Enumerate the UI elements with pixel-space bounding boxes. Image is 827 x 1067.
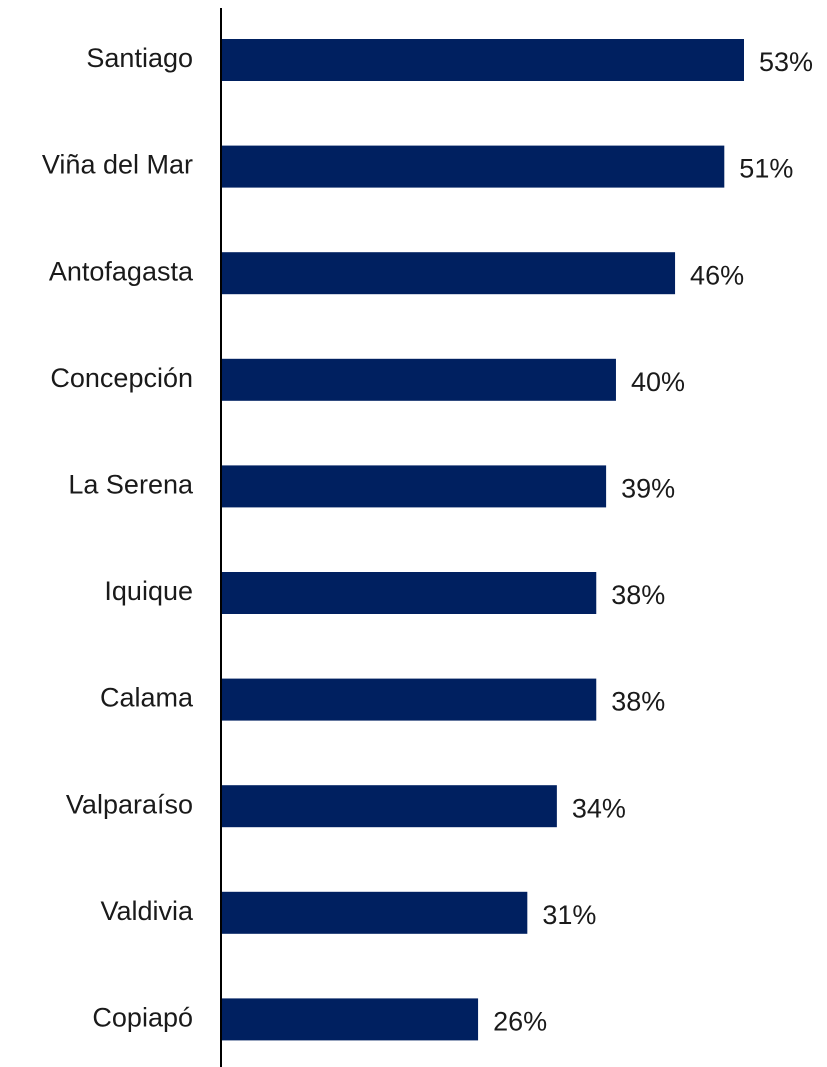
bar: [222, 145, 725, 188]
value-label: 31%: [542, 900, 596, 930]
value-label: 51%: [739, 154, 793, 184]
category-label: La Serena: [68, 470, 194, 500]
category-label: Valparaíso: [66, 789, 193, 819]
bar: [222, 465, 607, 508]
bar: [222, 891, 528, 934]
category-label: Copiapó: [92, 1003, 193, 1033]
category-label: Antofagasta: [49, 256, 194, 286]
bar: [222, 572, 597, 614]
value-label: 46%: [690, 260, 744, 290]
category-label: Valdivia: [100, 896, 194, 926]
value-label: 38%: [611, 580, 665, 610]
bar: [222, 39, 744, 81]
value-label: 39%: [621, 474, 675, 504]
value-label: 40%: [631, 367, 685, 397]
bar: [222, 252, 676, 295]
value-label: 53%: [759, 47, 813, 77]
value-label: 26%: [493, 1007, 547, 1037]
category-label: Viña del Mar: [42, 150, 193, 180]
category-label: Calama: [100, 683, 194, 713]
bar: [222, 358, 616, 401]
category-label: Iquique: [104, 576, 193, 606]
bar: [222, 678, 597, 721]
value-label: 38%: [611, 687, 665, 717]
category-label: Santiago: [86, 43, 193, 73]
bar: [222, 998, 479, 1041]
bar: [222, 785, 557, 828]
value-label: 34%: [572, 793, 626, 823]
category-label: Concepción: [50, 363, 193, 393]
